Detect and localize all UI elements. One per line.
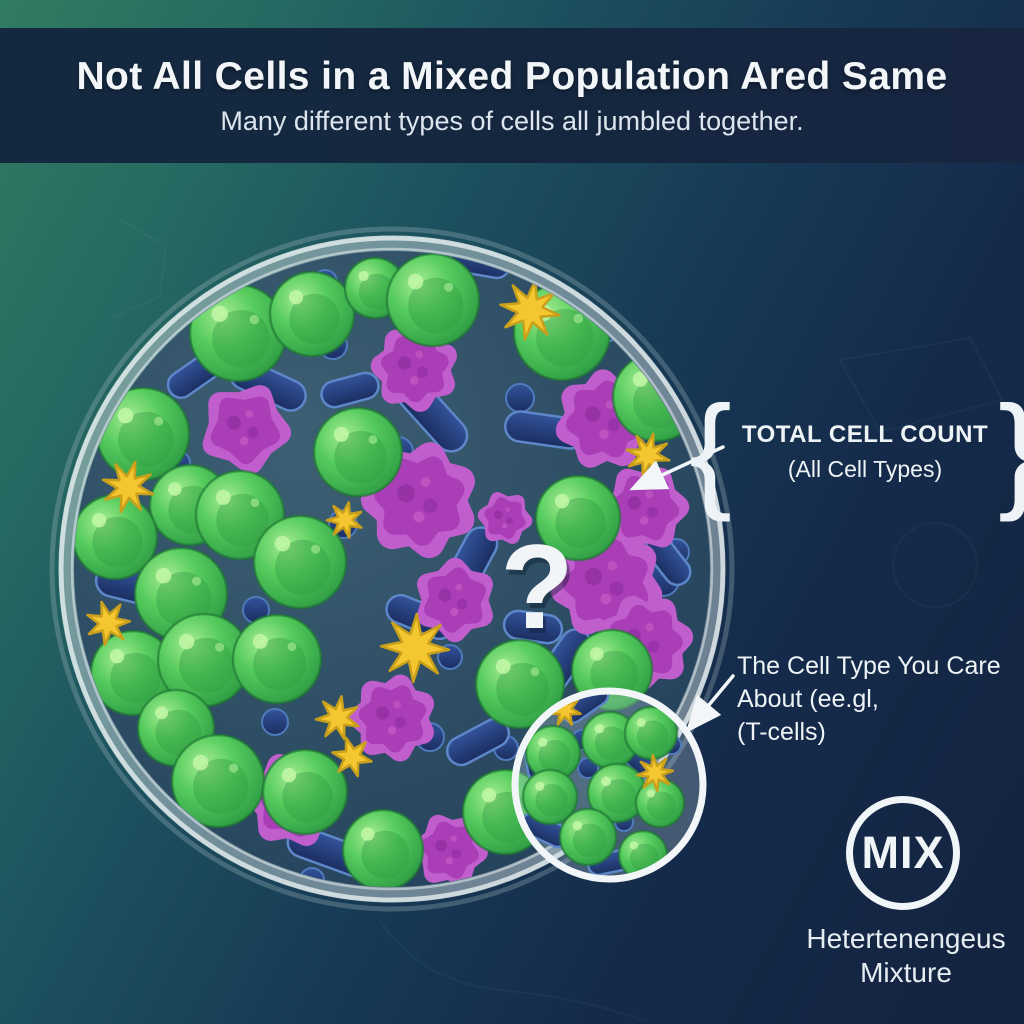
green-cell-icon [623, 705, 679, 761]
green-cell-icon [89, 629, 177, 717]
question-mark-shadow: ? [503, 525, 576, 659]
target-cells-highlight-ring [511, 687, 707, 883]
yellow-star-cell-icon [499, 279, 561, 341]
yellow-star-cell-icon [314, 695, 360, 741]
green-cell-icon [524, 724, 582, 782]
purple-cell-icon [202, 385, 292, 474]
green-cell-icon [385, 252, 481, 348]
yellow-star-cell-icon [86, 600, 132, 647]
green-cell-icon [95, 386, 191, 482]
all-cell-types-label: (All Cell Types) [787, 456, 943, 482]
header-band: Not All Cells in a Mixed Population Ared… [0, 28, 1024, 163]
green-cell-icon [341, 808, 425, 887]
green-cell-icon [156, 612, 252, 708]
green-cell-icon [170, 733, 266, 829]
yellow-star-cell-icon [331, 736, 373, 778]
green-cell-icon [521, 768, 579, 826]
mix-caption-line2: Mixture [860, 957, 952, 988]
yellow-star-cell-icon [379, 612, 451, 684]
annotation-total-cell-count: { TOTAL CELL COUNT (All Cell Types) } [689, 378, 1024, 526]
dot-cell-icon [261, 708, 289, 736]
total-cell-count-label: TOTAL CELL COUNT [741, 421, 989, 448]
purple-cell-icon [348, 674, 435, 762]
yellow-star-cell-icon [635, 753, 675, 793]
mix-caption: Hetertenengeus Mixture [746, 922, 1024, 990]
green-cell-icon [580, 710, 640, 770]
annotation-care-about: The Cell Type You Care About (ee.gl, (T-… [737, 650, 1001, 749]
mix-logo: MIX [846, 796, 960, 910]
green-cell-icon [231, 613, 323, 705]
green-cell-icon [474, 638, 566, 730]
purple-cell-icon [477, 492, 533, 544]
dot-cell-icon [505, 383, 535, 413]
brace-left-icon: { [689, 380, 732, 524]
question-mark: ? [500, 520, 573, 654]
green-cell-icon [252, 514, 348, 610]
yellow-star-cell-icon [101, 460, 155, 514]
page-subtitle: Many different types of cells all jumble… [220, 105, 804, 136]
green-cell-icon [534, 474, 622, 562]
green-cell-icon [586, 762, 648, 824]
care-about-line3: (T-cells) [737, 718, 826, 746]
purple-cell-icon [370, 325, 457, 412]
mix-caption-line1: Hetertenengeus [806, 923, 1006, 954]
brace-right-icon: } [998, 388, 1024, 516]
yellow-star-cell-icon [325, 501, 363, 539]
green-cell-icon [268, 270, 356, 358]
target-cells-arrow-icon [685, 674, 735, 734]
green-cell-icon [634, 777, 686, 829]
care-about-line1: The Cell Type You Care [737, 652, 1001, 680]
total-count-arrow-icon [629, 445, 725, 491]
rod-bacterium-icon [320, 371, 380, 409]
green-cell-icon [261, 748, 349, 836]
purple-cell-icon [417, 557, 493, 643]
purple-cell-icon [360, 442, 475, 559]
page-title: Not All Cells in a Mixed Population Ared… [76, 54, 948, 98]
green-cell-icon [312, 406, 404, 498]
purple-cell-icon [600, 467, 690, 549]
green-cell-icon [74, 493, 159, 581]
green-cell-icon [188, 283, 288, 383]
mix-logo-label: MIX [861, 827, 945, 878]
green-cell-icon [558, 807, 618, 867]
care-about-line2: About (ee.gl, [737, 685, 879, 713]
